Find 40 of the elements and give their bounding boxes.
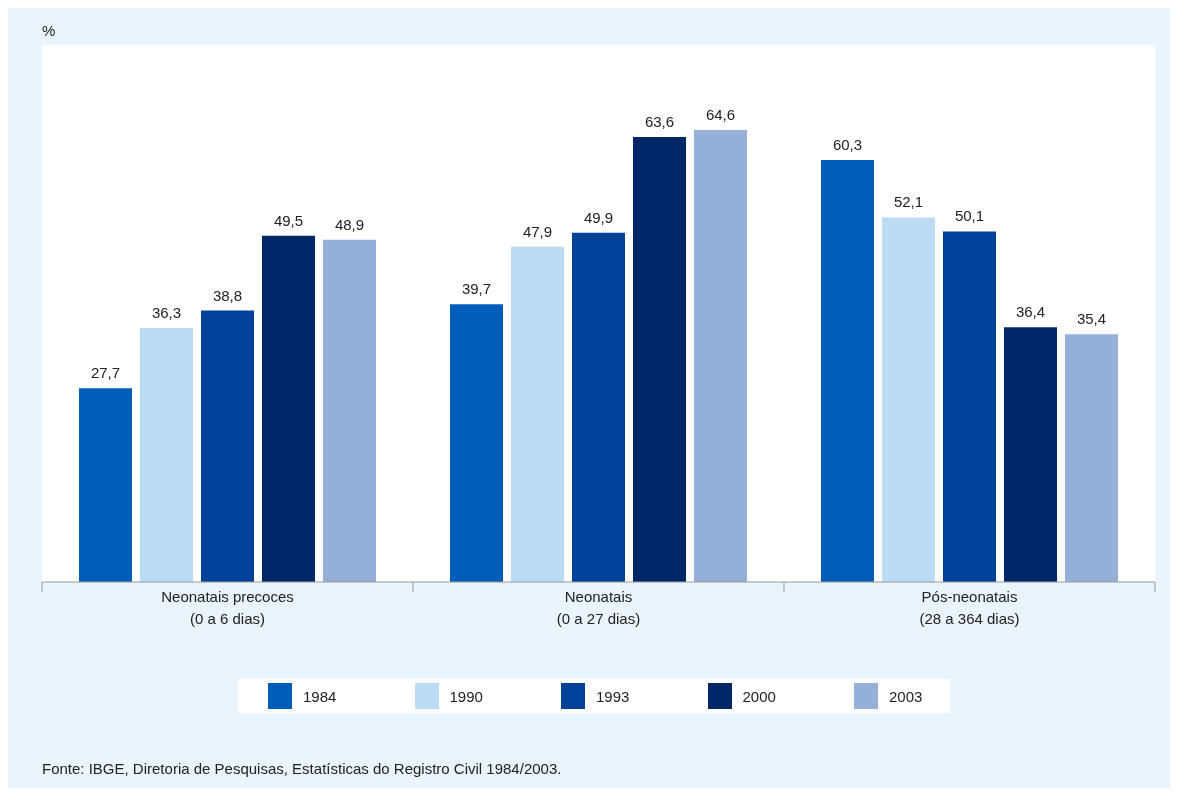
bar: [882, 217, 935, 582]
data-label: 60,3: [832, 136, 863, 154]
source-note: Fonte: IBGE, Diretoria de Pesquisas, Estatísticas do Registro Civil 1984/2003.: [42, 760, 562, 777]
data-label: 36,3: [151, 304, 182, 321]
data-label: 52,1: [893, 193, 924, 211]
data-label: 63,6: [644, 112, 675, 130]
data-label: 36,4: [1015, 303, 1046, 321]
x-tick-label: Neonatais precoces (0 a 6 dias): [161, 588, 294, 627]
legend-label: 1984: [303, 687, 337, 705]
bar: [79, 388, 132, 582]
bar: [1065, 334, 1118, 582]
bar: [450, 304, 503, 582]
data-label: 27,7: [90, 364, 121, 382]
data-label: 47,9: [522, 222, 553, 240]
legend-label: 2000: [742, 687, 776, 705]
bar: [694, 129, 747, 582]
bar: [1004, 327, 1057, 582]
data-label: 48,9: [334, 215, 365, 233]
x-tick-label: Neonatais (0 a 27 dias): [556, 588, 641, 627]
bar: [323, 239, 376, 582]
bar: [821, 160, 874, 582]
bar: [633, 136, 686, 582]
legend-label: 1990: [449, 687, 483, 705]
data-label: 35,4: [1076, 310, 1107, 328]
data-label: 49,9: [583, 208, 614, 226]
bar: [201, 310, 254, 582]
bar: [943, 231, 996, 582]
data-label: 50,1: [954, 207, 985, 225]
x-tick-label: Pós-neonatais (28 a 364 dias): [919, 588, 1020, 627]
bar: [140, 328, 193, 582]
data-label: 38,8: [212, 286, 243, 304]
legend-label: 1993: [596, 687, 630, 705]
data-label: 39,7: [461, 280, 492, 298]
text: %: [42, 22, 56, 39]
bar: [572, 232, 625, 582]
legend-label: 2003: [889, 687, 923, 705]
data-label: 49,5: [273, 211, 304, 229]
data-label: 64,6: [705, 105, 736, 123]
bar: [262, 235, 315, 582]
bar: [511, 246, 564, 582]
